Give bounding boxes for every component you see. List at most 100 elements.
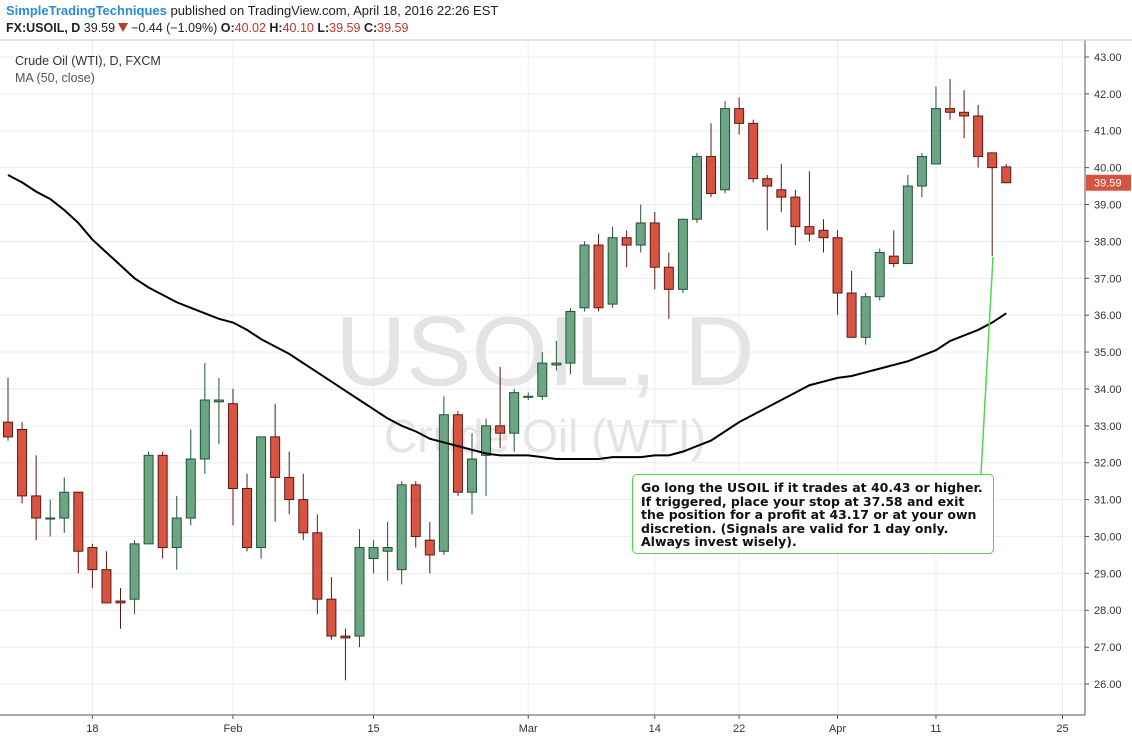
y-tick-label: 27.00 [1094, 642, 1122, 654]
candle-body [776, 189, 787, 198]
candle-body [565, 310, 576, 364]
candle-body [410, 484, 421, 537]
candle-body [621, 237, 632, 246]
candle-body [790, 196, 801, 228]
published: published on TradingView.com, April 18, … [170, 3, 499, 18]
candle-body [523, 395, 534, 398]
candle-body [199, 399, 210, 460]
y-tick-label: 33.00 [1094, 421, 1122, 433]
candle-body [171, 517, 182, 549]
candle-body [945, 108, 956, 113]
header-line: FX:USOIL, D 39.59 −0.44 (−1.09%) O:40.02 … [6, 21, 408, 35]
candle-body [3, 421, 14, 438]
y-tick-label: 32.00 [1094, 458, 1122, 470]
candle-body [382, 547, 393, 552]
candle-body [17, 429, 28, 497]
x-tick-label: 18 [86, 723, 98, 735]
candle-body [396, 484, 407, 571]
candle-body [312, 532, 323, 600]
candle-body [762, 178, 773, 187]
candle-body [635, 222, 646, 246]
candle-body [987, 152, 998, 169]
candle-body [45, 517, 56, 520]
candle-body [860, 296, 871, 338]
candle-body [818, 229, 829, 239]
chart-title: Crude Oil (WTI), D, FXCM [15, 54, 161, 68]
candle-body [143, 454, 154, 545]
candle-body [368, 547, 379, 560]
y-tick-label: 38.00 [1094, 236, 1122, 248]
last-price-label: 39.59 [1094, 178, 1122, 190]
candle-body [256, 436, 267, 549]
header-line: SimpleTradingTechniques published on Tra… [6, 3, 498, 18]
ohlc-label: H: [269, 21, 283, 35]
watermark: Crude Oil (WTI) [384, 410, 706, 462]
candle-body [115, 600, 126, 604]
y-tick-label: 29.00 [1094, 568, 1122, 580]
y-tick-label: 35.00 [1094, 347, 1122, 359]
ohlc-label: C: [363, 21, 378, 35]
candle-body [551, 362, 562, 366]
candle-body [874, 251, 885, 298]
down-arrow [118, 23, 129, 32]
candle-body [495, 425, 506, 434]
author[interactable]: SimpleTradingTechniques [6, 3, 167, 18]
y-tick-label: 43.00 [1094, 52, 1122, 64]
y-tick-label: 26.00 [1094, 679, 1122, 691]
candle-body [973, 115, 984, 158]
y-tick-label: 31.00 [1094, 495, 1122, 507]
x-tick-label: 22 [733, 723, 745, 735]
y-tick-label: 42.00 [1094, 89, 1122, 101]
axes: 26.00 27.00 28.00 29.00 30.00 31.00 32.00 33.00… [86, 52, 1131, 735]
ma-line [7, 174, 1007, 461]
candle-body [649, 222, 660, 268]
y-tick-label: 36.00 [1094, 310, 1122, 322]
candle-body [31, 495, 42, 519]
ohlc-label: O: [220, 21, 235, 35]
x-tick-label: 15 [367, 723, 379, 735]
candle-body [481, 425, 492, 456]
ohlc-value: 39.59 [329, 21, 361, 35]
candle-body [916, 156, 927, 187]
candle-body [270, 436, 281, 478]
candle-body [185, 458, 196, 519]
candle-body [734, 108, 745, 124]
ohlc-value: 39.59 [377, 21, 409, 35]
candle-body [101, 569, 112, 604]
y-tick-label: 30.00 [1094, 531, 1122, 543]
candle-body [888, 255, 899, 265]
x-tick-label: Feb [223, 723, 242, 735]
candle-body [804, 226, 815, 235]
x-tick-label: 25 [1056, 723, 1068, 735]
indicator-label: MA (50, close) [15, 71, 95, 85]
candle-body [326, 598, 337, 637]
ohlc-value: 40.10 [282, 21, 314, 35]
candle-body [354, 547, 365, 637]
annotation: Go long the USOIL if it trades at 40.43 … [632, 474, 994, 554]
x-tick-label: 11 [930, 723, 941, 735]
candle-body [720, 108, 731, 191]
last-price: 39.59 [83, 21, 116, 35]
candle-body [452, 414, 463, 493]
candle-body [677, 218, 688, 290]
y-tick-label: 28.00 [1094, 605, 1122, 617]
candle-body [537, 362, 548, 397]
candle-body [424, 539, 435, 556]
y-tick-label: 40.00 [1094, 163, 1122, 175]
y-tick-label: 34.00 [1094, 384, 1122, 396]
candle-body [832, 237, 843, 294]
y-tick-label: 41.00 [1094, 126, 1122, 138]
candle-body [242, 488, 253, 549]
candle-body [129, 543, 140, 600]
candle-body [213, 399, 224, 403]
plot [3, 79, 1012, 681]
x-tick-label: 14 [649, 723, 661, 735]
candle-body [466, 458, 477, 493]
candle-body [298, 499, 309, 534]
y-tick-label: 37.00 [1094, 273, 1122, 285]
change: −0.44 (−1.09%) [131, 21, 218, 35]
candle-body [930, 108, 941, 165]
candle-body [902, 185, 913, 265]
candle-body [748, 122, 759, 180]
